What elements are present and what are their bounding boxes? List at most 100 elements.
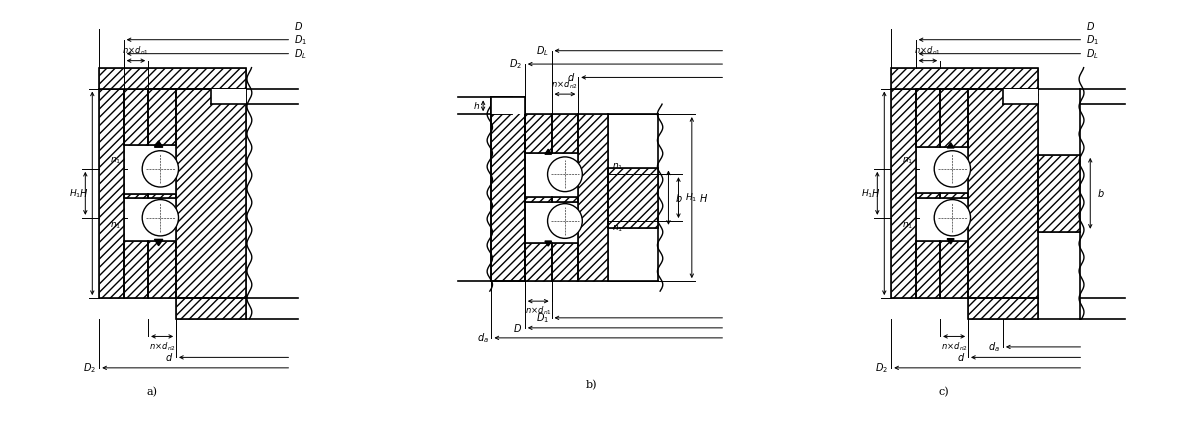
Bar [608, 168, 659, 228]
Bar [1038, 155, 1080, 232]
Text: $D_2$: $D_2$ [84, 361, 96, 375]
Polygon shape [155, 141, 163, 147]
Bar [211, 89, 246, 104]
Text: $d_a$: $d_a$ [476, 331, 488, 345]
Bar [100, 89, 124, 298]
Text: $n_1$: $n_1$ [109, 221, 121, 231]
Bar [552, 243, 578, 281]
Bar [524, 114, 552, 153]
Text: $h$: $h$ [473, 100, 480, 111]
Text: b): b) [586, 379, 598, 390]
Bar [940, 241, 968, 298]
Bar [552, 114, 578, 153]
Text: $H$: $H$ [871, 187, 880, 199]
Text: $D_2$: $D_2$ [876, 361, 888, 375]
Bar [940, 193, 968, 198]
Bar [552, 114, 578, 153]
Bar [100, 68, 246, 89]
Bar [124, 89, 148, 146]
Bar [940, 89, 968, 146]
Text: $D_2$: $D_2$ [509, 57, 522, 71]
Bar [148, 194, 176, 198]
Bar [124, 241, 148, 298]
Bar [892, 68, 1038, 89]
Text: $n\!\times\!d_{n2}$: $n\!\times\!d_{n2}$ [149, 340, 175, 353]
Circle shape [547, 157, 582, 192]
Bar [916, 89, 940, 146]
Text: $d_a$: $d_a$ [989, 340, 1000, 354]
Circle shape [935, 151, 971, 187]
Bar [552, 243, 578, 281]
Bar [916, 241, 940, 298]
Text: $n\!\times\!d_{n2}$: $n\!\times\!d_{n2}$ [552, 78, 578, 91]
Text: $d$: $d$ [166, 351, 173, 363]
Bar [916, 193, 940, 198]
Text: $n_1$: $n_1$ [612, 224, 624, 234]
Text: $b$: $b$ [676, 192, 683, 203]
Bar [492, 98, 524, 281]
Bar [148, 89, 176, 146]
Text: $n\!\times\!d_{n2}$: $n\!\times\!d_{n2}$ [941, 340, 967, 353]
Bar [968, 89, 1038, 298]
Text: $H_1$: $H_1$ [860, 187, 874, 200]
Text: $h$: $h$ [230, 91, 238, 102]
Bar [892, 68, 1038, 89]
Bar [524, 197, 552, 202]
Bar [148, 241, 176, 298]
Text: $n_1$: $n_1$ [901, 221, 913, 231]
Text: $D_L$: $D_L$ [294, 47, 307, 60]
Bar [176, 298, 246, 319]
Bar [1038, 155, 1080, 232]
Text: $H$: $H$ [79, 187, 88, 199]
Text: $D_1$: $D_1$ [1086, 33, 1099, 47]
Text: $D_1$: $D_1$ [535, 311, 548, 325]
Bar [492, 98, 511, 114]
Text: $D_L$: $D_L$ [536, 44, 548, 57]
Text: $H_1$: $H_1$ [68, 187, 82, 200]
Bar [578, 114, 608, 281]
Text: $b$: $b$ [1097, 187, 1105, 199]
Bar [578, 114, 608, 281]
Text: $n_1$: $n_1$ [612, 161, 624, 172]
Polygon shape [947, 239, 954, 244]
Polygon shape [545, 241, 552, 246]
Bar [892, 89, 916, 298]
Bar [148, 241, 176, 298]
Bar [968, 298, 1038, 319]
Text: $n\!\times\!d_{n1}$: $n\!\times\!d_{n1}$ [914, 44, 942, 57]
Text: $D_L$: $D_L$ [1086, 47, 1099, 60]
Text: $n\!\times\!d_{n1}$: $n\!\times\!d_{n1}$ [122, 44, 150, 57]
Bar [124, 194, 148, 198]
Bar [524, 243, 552, 281]
Text: $n_1$: $n_1$ [901, 156, 913, 166]
Bar [552, 197, 578, 202]
Text: $d$: $d$ [568, 71, 576, 83]
Bar [892, 89, 916, 298]
Polygon shape [155, 239, 163, 246]
Text: a): a) [146, 387, 157, 397]
Text: $H$: $H$ [698, 192, 708, 203]
Bar [916, 241, 940, 298]
Bar [124, 89, 148, 146]
Text: $h$: $h$ [1022, 91, 1030, 102]
Bar [124, 194, 148, 198]
Bar [176, 89, 246, 298]
Text: $D$: $D$ [1086, 20, 1096, 32]
Text: $n\!\times\!d_{n1}$: $n\!\times\!d_{n1}$ [524, 305, 552, 317]
Bar [552, 197, 578, 202]
Circle shape [935, 200, 971, 236]
Bar [524, 197, 552, 202]
Bar [524, 114, 552, 153]
Bar [176, 89, 246, 298]
Bar [916, 193, 940, 198]
Bar [608, 168, 659, 228]
Text: $D_1$: $D_1$ [294, 33, 307, 47]
Bar [524, 243, 552, 281]
Bar [940, 241, 968, 298]
Text: c): c) [938, 387, 949, 397]
Polygon shape [947, 143, 954, 148]
Bar [124, 241, 148, 298]
Text: $D$: $D$ [514, 322, 522, 334]
Bar [148, 89, 176, 146]
Text: $H_1$: $H_1$ [685, 191, 697, 204]
